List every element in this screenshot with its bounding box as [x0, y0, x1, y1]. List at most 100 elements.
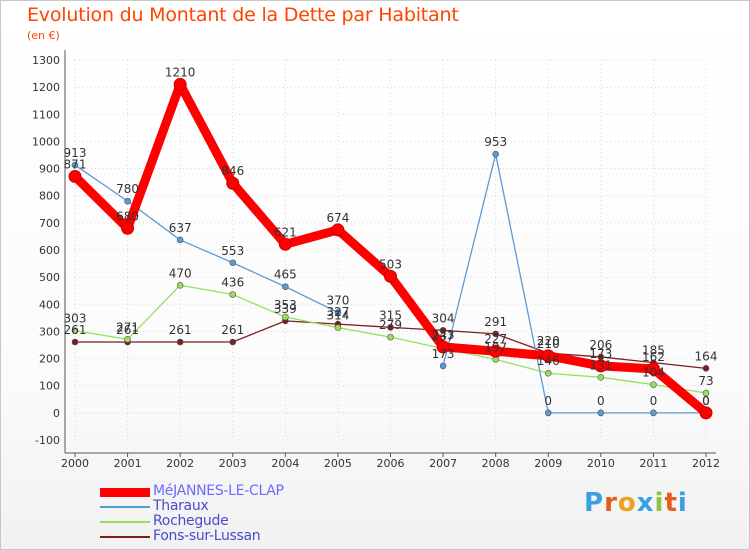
data-label: 436	[221, 276, 244, 290]
data-point	[71, 161, 79, 169]
data-point	[439, 327, 447, 334]
chart-subtitle: (en €)	[27, 29, 60, 42]
data-label: 339	[274, 302, 297, 316]
data-label: 304	[432, 311, 455, 325]
data-point	[229, 291, 237, 298]
data-point	[282, 283, 289, 290]
data-point	[176, 236, 184, 244]
x-tick-label: 2007	[429, 457, 457, 470]
legend-item: Tharaux	[100, 498, 340, 514]
y-tick-label: 1300	[32, 54, 60, 67]
y-tick-label: 1100	[32, 108, 60, 121]
data-label: 303	[64, 312, 87, 326]
data-point-main	[489, 344, 503, 358]
y-tick-label: 1200	[32, 81, 60, 94]
y-tick-label: 400	[39, 298, 60, 311]
y-tick-label: 0	[53, 407, 60, 420]
data-label: 261	[116, 323, 139, 337]
legend-swatch	[100, 536, 150, 538]
data-label: 261	[64, 323, 87, 337]
data-point	[439, 362, 447, 370]
legend-item: MéJANNES-LE-CLAP	[100, 483, 340, 499]
y-tick-label: 1000	[32, 135, 60, 148]
y-tick-label: 100	[39, 380, 60, 393]
data-point	[492, 330, 499, 338]
data-point-main	[226, 176, 240, 190]
data-label: 465	[274, 268, 297, 282]
data-label: 220	[537, 334, 560, 348]
x-tick-label: 2004	[271, 457, 299, 470]
data-label: 73	[698, 374, 713, 388]
legend-label: Fons-sur-Lussan	[153, 528, 261, 544]
data-label: 131	[589, 358, 612, 372]
data-point	[597, 373, 605, 381]
data-label: 680	[116, 209, 139, 223]
x-tick-label: 2008	[482, 457, 510, 470]
data-point-main	[436, 340, 450, 354]
y-tick-label: 500	[39, 271, 60, 284]
data-label: 162	[642, 350, 665, 364]
legend-item: Fons-sur-Lussan	[100, 528, 340, 544]
y-tick-label: 300	[39, 325, 60, 338]
data-label: 173	[432, 347, 455, 361]
legend-swatch	[100, 506, 150, 508]
legend-swatch	[100, 487, 150, 497]
data-point-main	[68, 169, 82, 183]
data-label: 0	[544, 394, 552, 408]
data-label: 104	[642, 366, 665, 380]
data-point	[387, 333, 394, 341]
data-point-main	[541, 349, 555, 363]
x-tick-label: 2005	[324, 457, 352, 470]
data-label: 261	[221, 323, 244, 337]
data-label: 0	[702, 394, 710, 408]
data-label: 243	[432, 328, 455, 342]
data-label: 315	[379, 308, 402, 322]
x-tick-label: 2012	[692, 457, 720, 470]
x-tick-label: 2006	[377, 457, 405, 470]
data-point	[229, 338, 237, 346]
data-point	[702, 365, 710, 372]
data-label: 871	[64, 157, 87, 171]
x-tick-label: 2011	[639, 457, 667, 470]
data-point	[282, 313, 289, 321]
data-label: 185	[642, 344, 665, 358]
data-point	[492, 150, 499, 158]
data-label: 210	[537, 337, 560, 351]
data-point	[71, 327, 79, 334]
data-point	[334, 309, 342, 316]
data-label: 1210	[165, 65, 196, 79]
y-tick-label: 800	[39, 190, 60, 203]
data-point	[650, 381, 657, 388]
data-point-main	[173, 77, 187, 91]
legend-label: Rochegude	[153, 513, 229, 529]
data-point-main	[331, 223, 345, 237]
x-tick-label: 2009	[534, 457, 562, 470]
data-label: 846	[221, 164, 244, 178]
data-point	[176, 281, 184, 289]
data-label: 271	[116, 320, 139, 334]
data-point	[544, 369, 552, 377]
data-label: 0	[650, 394, 658, 408]
data-point-main	[594, 359, 608, 373]
proxiti-logo: Proxiti	[584, 488, 688, 518]
data-point	[544, 409, 552, 417]
data-point	[124, 197, 131, 205]
chart-title: Evolution du Montant de la Dette par Hab…	[27, 4, 459, 26]
x-tick-label: 2000	[61, 457, 89, 470]
data-label: 0	[597, 394, 605, 408]
legend-swatch	[100, 521, 150, 523]
data-point	[387, 324, 394, 331]
data-point	[650, 409, 657, 417]
legend-label: Tharaux	[153, 498, 209, 514]
data-label: 291	[484, 315, 507, 329]
data-label: 637	[169, 221, 192, 235]
legend-label: MéJANNES-LE-CLAP	[153, 483, 284, 499]
y-tick-label: 200	[39, 353, 60, 366]
data-point-main	[699, 406, 713, 420]
data-label: 503	[379, 257, 402, 271]
data-label: 780	[116, 182, 139, 196]
y-tick-label: 700	[39, 217, 60, 230]
x-tick-label: 2002	[166, 457, 194, 470]
series-line-1	[74, 153, 707, 414]
